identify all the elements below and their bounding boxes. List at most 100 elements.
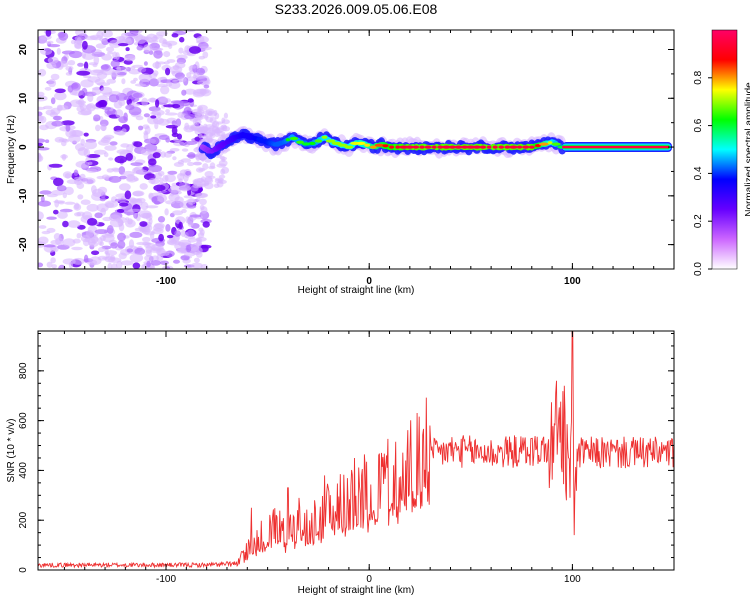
noise-blob (144, 255, 154, 262)
noise-blob (116, 65, 121, 74)
y-tick-label: 0 (18, 567, 29, 573)
noise-blob (135, 35, 147, 44)
noise-blob (214, 179, 222, 184)
noise-blob (132, 92, 143, 98)
y-tick-label: 10 (18, 92, 29, 104)
ridge-peak (389, 145, 395, 149)
noise-blob (132, 191, 144, 197)
noise-blob (148, 158, 157, 166)
noise-blob (86, 154, 101, 158)
noise-blob (69, 129, 83, 138)
noise-blob (186, 244, 192, 253)
noise-blob (61, 120, 75, 126)
noise-blob (83, 132, 89, 137)
noise-blob (145, 266, 152, 269)
noise-blob (121, 78, 126, 85)
ridge-peak (509, 145, 518, 149)
noise-blob (38, 236, 49, 245)
y-tick-label: 0 (18, 144, 29, 150)
noise-blob (187, 221, 194, 227)
noise-blob (157, 118, 170, 126)
noise-blob (201, 135, 208, 139)
noise-blob (184, 122, 190, 130)
noise-blob (134, 227, 147, 232)
noise-blob (47, 78, 57, 88)
noise-blob (173, 141, 185, 147)
noise-blob (108, 157, 114, 161)
noise-blob (38, 115, 47, 124)
x-tick-label: -100 (156, 276, 176, 287)
noise-blob (187, 198, 196, 205)
noise-blob (56, 185, 67, 192)
noise-blob (87, 218, 98, 226)
noise-blob (38, 225, 47, 229)
noise-blob (109, 39, 122, 48)
noise-blob (84, 35, 98, 41)
colorbar-tick-label: 0.2 (693, 214, 704, 228)
noise-blob (116, 260, 123, 269)
y-tick-label: 600 (18, 412, 29, 429)
noise-blob (107, 51, 114, 55)
noise-blob (129, 231, 143, 238)
ridge-peak (472, 145, 481, 149)
noise-blob (198, 168, 206, 172)
noise-blob (203, 123, 208, 129)
noise-blob (146, 40, 159, 44)
y-tick-label: -10 (18, 188, 29, 203)
noise-blob (116, 149, 130, 155)
noise-blob (124, 190, 132, 200)
noise-blob (72, 257, 85, 265)
noise-blob (152, 227, 164, 235)
noise-blob (74, 202, 80, 210)
noise-blob (44, 86, 52, 91)
noise-blob (81, 87, 88, 97)
noise-blob (104, 250, 118, 256)
noise-blob (114, 130, 125, 136)
noise-blob (134, 247, 146, 255)
noise-blob (196, 251, 203, 258)
noise-blob (62, 238, 76, 247)
noise-blob (127, 218, 133, 225)
noise-blob (106, 46, 115, 53)
noise-blob (61, 154, 67, 161)
steady-band-core (562, 145, 669, 149)
noise-blob (183, 106, 192, 115)
noise-blob (208, 110, 213, 115)
noise-blob (177, 133, 182, 140)
noise-blob (101, 30, 113, 38)
ridge-peak (437, 145, 444, 149)
noise-blob (86, 168, 98, 173)
y-tick-label: 400 (18, 462, 29, 479)
noise-blob (178, 47, 184, 54)
noise-blob (101, 174, 110, 180)
noise-blob (174, 196, 184, 204)
noise-blob (109, 141, 118, 146)
noise-blob (187, 237, 197, 243)
noise-blob (170, 100, 184, 104)
noise-blob (65, 65, 74, 71)
ridge-peak (461, 145, 469, 149)
noise-blob (48, 163, 63, 168)
noise-blob (53, 200, 66, 204)
noise-blob (56, 47, 61, 55)
noise-blob (194, 114, 204, 118)
ridge-peak (479, 145, 487, 149)
noise-blob (54, 91, 67, 101)
noise-blob (102, 136, 112, 141)
noise-blob (172, 210, 184, 216)
colorbar-label: Normalized spectral amplitude (744, 82, 750, 217)
y-tick-label: 200 (18, 511, 29, 528)
snr-frame (37, 330, 675, 571)
noise-blob (221, 119, 230, 125)
x-tick-label: 0 (366, 574, 372, 585)
noise-blob (39, 36, 47, 44)
noise-blob (128, 239, 135, 249)
noise-blob (171, 132, 179, 138)
noise-blob (135, 115, 144, 121)
noise-blob (152, 61, 162, 69)
noise-blob (177, 173, 185, 181)
x-tick-label: -100 (156, 574, 176, 585)
noise-blob (98, 246, 105, 253)
y-tick-label: 800 (18, 362, 29, 379)
